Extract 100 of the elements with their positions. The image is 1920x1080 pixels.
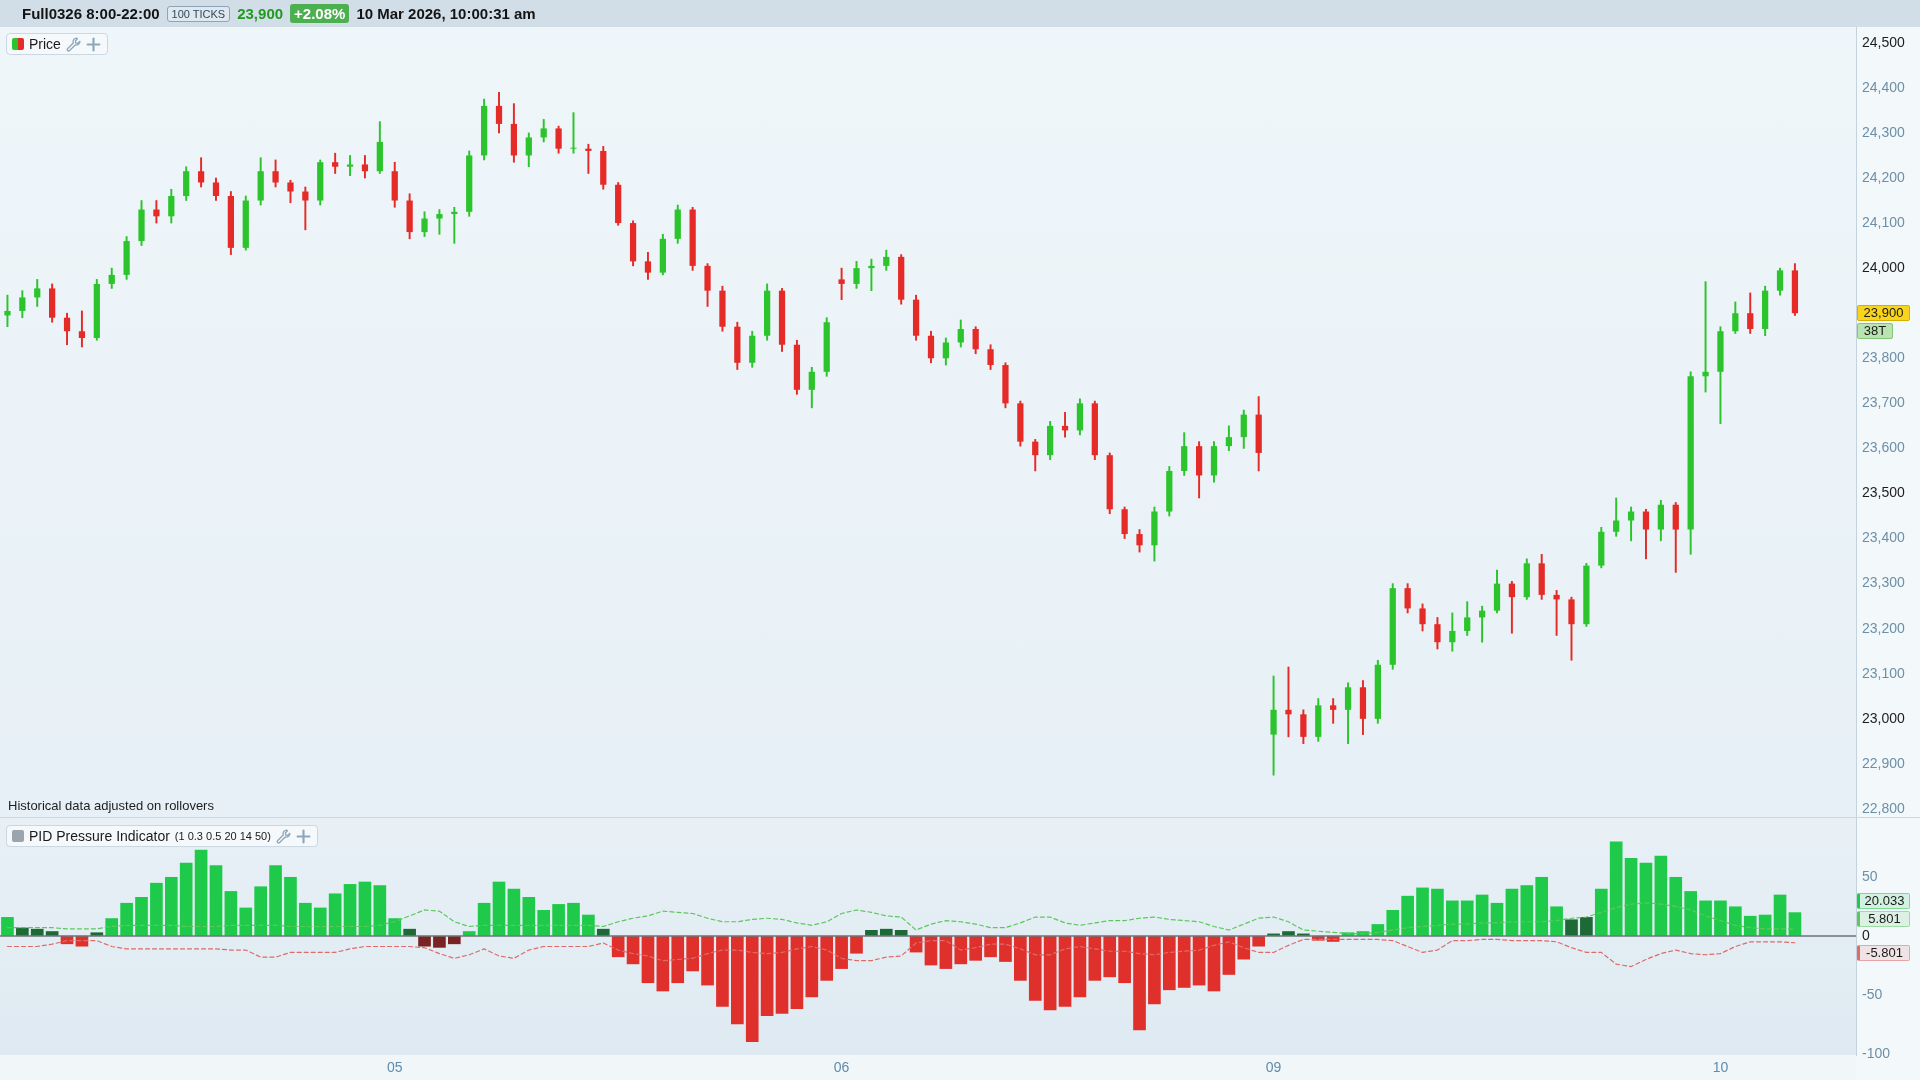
bar xyxy=(835,935,848,969)
bar xyxy=(656,935,670,992)
bar xyxy=(1535,876,1549,936)
bar xyxy=(1014,935,1027,981)
text: 5.801 xyxy=(1857,910,1910,927)
bar xyxy=(850,935,863,954)
bar xyxy=(1520,885,1534,936)
bar xyxy=(1,917,14,936)
bar xyxy=(164,876,178,936)
bar xyxy=(1609,841,1623,936)
y-tick-label: 24,500 xyxy=(1862,33,1906,50)
y-tick-label: 23,300 xyxy=(1862,574,1906,591)
bar xyxy=(1028,935,1042,1001)
candlestick xyxy=(1702,281,1709,393)
bar xyxy=(1714,900,1727,936)
bar xyxy=(969,935,982,961)
y-tick-label: 24,400 xyxy=(1862,78,1906,95)
bar xyxy=(150,882,163,936)
text: 23,900 xyxy=(1857,305,1910,322)
y-tick-label: 22,900 xyxy=(1862,754,1906,771)
bar xyxy=(1580,917,1593,936)
y-tick-label: -50 xyxy=(1862,985,1883,1002)
bar xyxy=(1788,912,1802,936)
bar xyxy=(760,935,774,1017)
x-tick-label: 10 xyxy=(1712,1059,1729,1076)
bar xyxy=(1684,891,1697,936)
bar xyxy=(1550,906,1563,936)
bar xyxy=(1058,935,1072,1007)
bar xyxy=(1177,935,1191,988)
bar xyxy=(1431,888,1444,936)
bar xyxy=(1192,935,1206,986)
y-tick-label: 23,000 xyxy=(1862,709,1906,726)
bar xyxy=(984,935,997,958)
bar xyxy=(641,935,655,984)
x-tick-label: 09 xyxy=(1265,1059,1282,1076)
y-tick-label: 23,400 xyxy=(1862,529,1906,546)
bar xyxy=(611,935,625,958)
bar xyxy=(1401,895,1414,936)
text: 10 Mar 2026, 10:00:31 am xyxy=(356,5,536,22)
text: -5.801 xyxy=(1857,945,1910,962)
text: +2.08% xyxy=(290,4,350,23)
bar xyxy=(507,888,521,936)
bar xyxy=(1237,935,1251,960)
y-tick-label: 23,800 xyxy=(1862,349,1906,366)
bar xyxy=(582,914,595,936)
bar xyxy=(179,862,193,936)
bar xyxy=(1088,935,1102,981)
bar xyxy=(716,935,729,1007)
candlestick xyxy=(1285,666,1292,738)
bar xyxy=(1654,855,1668,936)
bar xyxy=(418,935,431,947)
bar xyxy=(1624,858,1638,936)
text: 100 TICKS xyxy=(166,5,231,22)
bar xyxy=(1222,935,1236,975)
bar xyxy=(313,907,327,936)
bar xyxy=(820,935,834,981)
line-series xyxy=(6,902,1796,935)
y-tick-label: 23,200 xyxy=(1862,619,1906,636)
bar xyxy=(999,935,1012,962)
bar xyxy=(805,935,819,998)
y-tick-label: 50 xyxy=(1862,867,1878,884)
bar xyxy=(745,935,759,1043)
y-tick-label: 23,700 xyxy=(1862,394,1906,411)
bar xyxy=(343,884,357,936)
bar xyxy=(1446,900,1459,936)
bar xyxy=(686,935,699,972)
y-tick-label: 0 xyxy=(1862,926,1870,943)
bar xyxy=(1162,935,1176,991)
bar xyxy=(1594,888,1608,936)
y-tick-label: 24,300 xyxy=(1862,123,1906,140)
bar xyxy=(1743,915,1757,936)
text: 38T xyxy=(1857,323,1893,340)
y-tick-label: 23,500 xyxy=(1862,484,1906,501)
candlestick xyxy=(1553,590,1560,636)
bar xyxy=(775,935,789,1014)
bar xyxy=(120,902,133,936)
candlestick xyxy=(868,258,875,291)
bar xyxy=(1669,876,1683,936)
x-tick-label: 05 xyxy=(386,1059,403,1076)
y-tick-label: -100 xyxy=(1862,1044,1891,1061)
y-tick-label: 24,200 xyxy=(1862,168,1906,185)
bar xyxy=(1043,935,1057,1011)
x-tick-label: 06 xyxy=(833,1059,850,1076)
bar xyxy=(1699,900,1712,936)
y-tick-label: 22,800 xyxy=(1862,799,1906,816)
bar xyxy=(671,935,685,984)
y-tick-label: 24,100 xyxy=(1862,213,1906,230)
bar xyxy=(239,907,253,936)
legend-label: Price xyxy=(29,36,61,52)
bar xyxy=(373,885,387,936)
bar xyxy=(1103,935,1117,978)
chart-title: Full0326 8:00-22:00 xyxy=(22,5,160,22)
bar xyxy=(209,865,223,936)
text: PID Pressure Indicator xyxy=(29,828,170,844)
bar xyxy=(790,935,804,1010)
bar xyxy=(701,935,714,986)
bar xyxy=(1729,906,1742,936)
bar xyxy=(1639,862,1653,936)
bar xyxy=(254,886,268,936)
candlestick xyxy=(585,143,592,174)
